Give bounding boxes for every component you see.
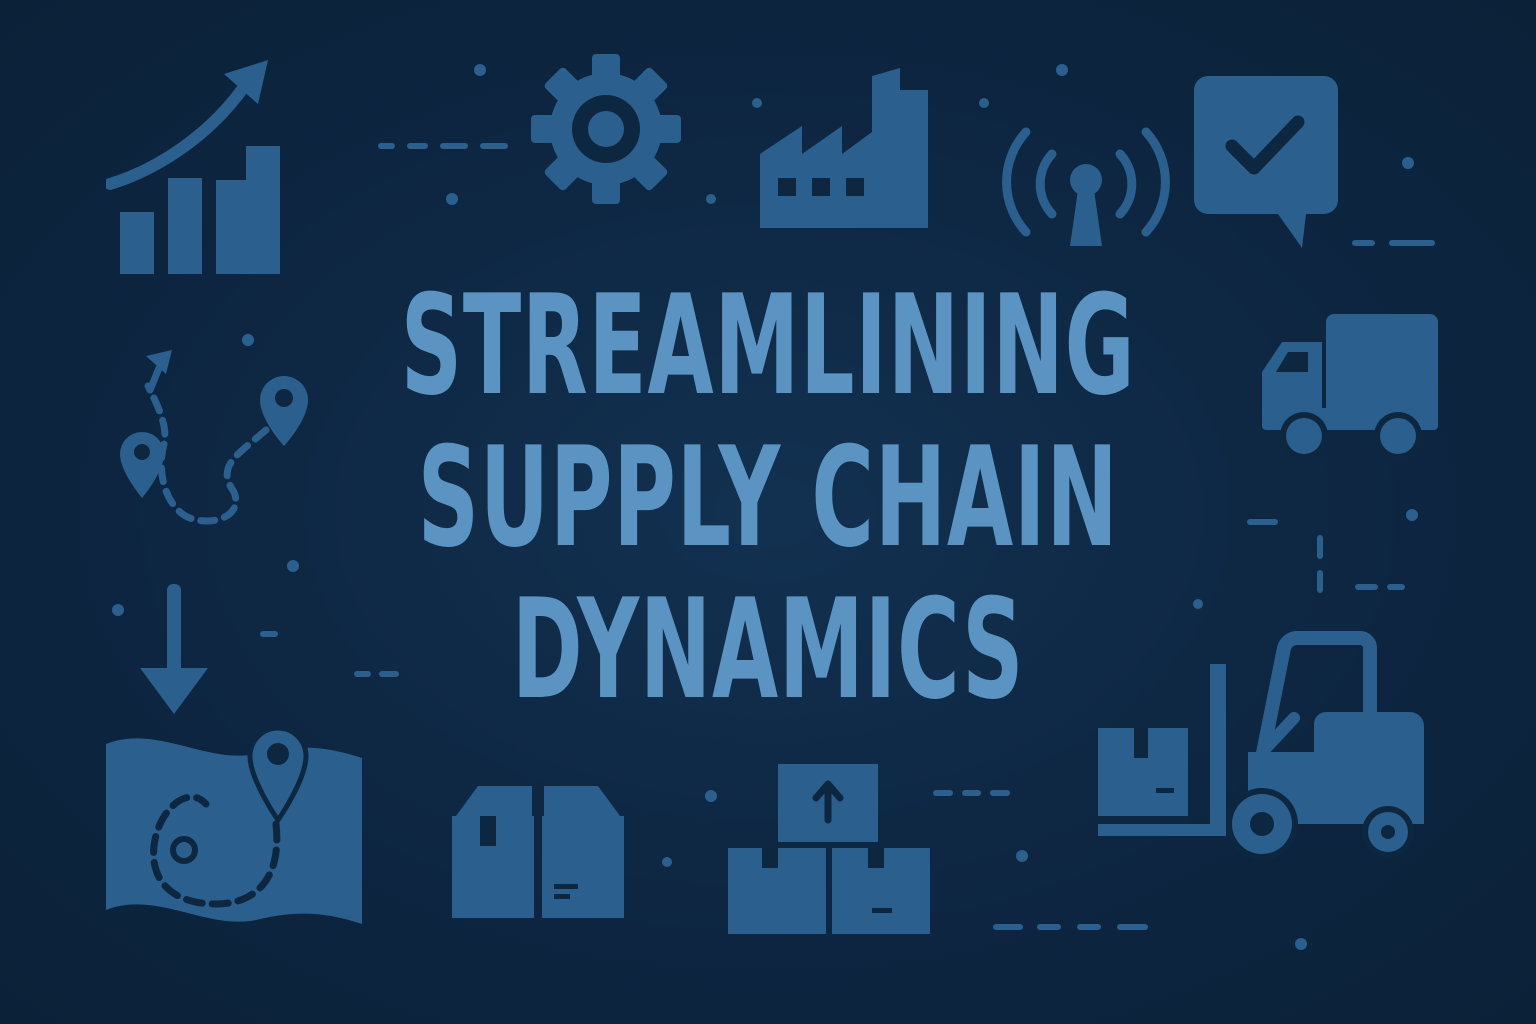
open-box-icon bbox=[452, 782, 624, 918]
growth-chart-icon bbox=[106, 58, 282, 276]
chat-check-icon bbox=[1194, 76, 1338, 248]
location-map-icon bbox=[106, 728, 362, 924]
gear-icon bbox=[528, 54, 684, 204]
forklift-icon bbox=[1098, 628, 1424, 860]
headline: STREAMLINING SUPPLY CHAIN DYNAMICS bbox=[292, 270, 1244, 726]
route-map-icon bbox=[116, 346, 312, 534]
headline-line-2: SUPPLY CHAIN bbox=[417, 417, 1119, 578]
headline-line-1: STREAMLINING bbox=[400, 265, 1136, 426]
delivery-truck-icon bbox=[1262, 314, 1438, 460]
signal-tower-icon bbox=[1002, 118, 1170, 248]
down-arrow-icon bbox=[140, 584, 208, 716]
headline-line-3: DYNAMICS bbox=[511, 569, 1025, 730]
stacked-boxes-icon bbox=[728, 764, 930, 934]
factory-icon bbox=[760, 68, 930, 228]
